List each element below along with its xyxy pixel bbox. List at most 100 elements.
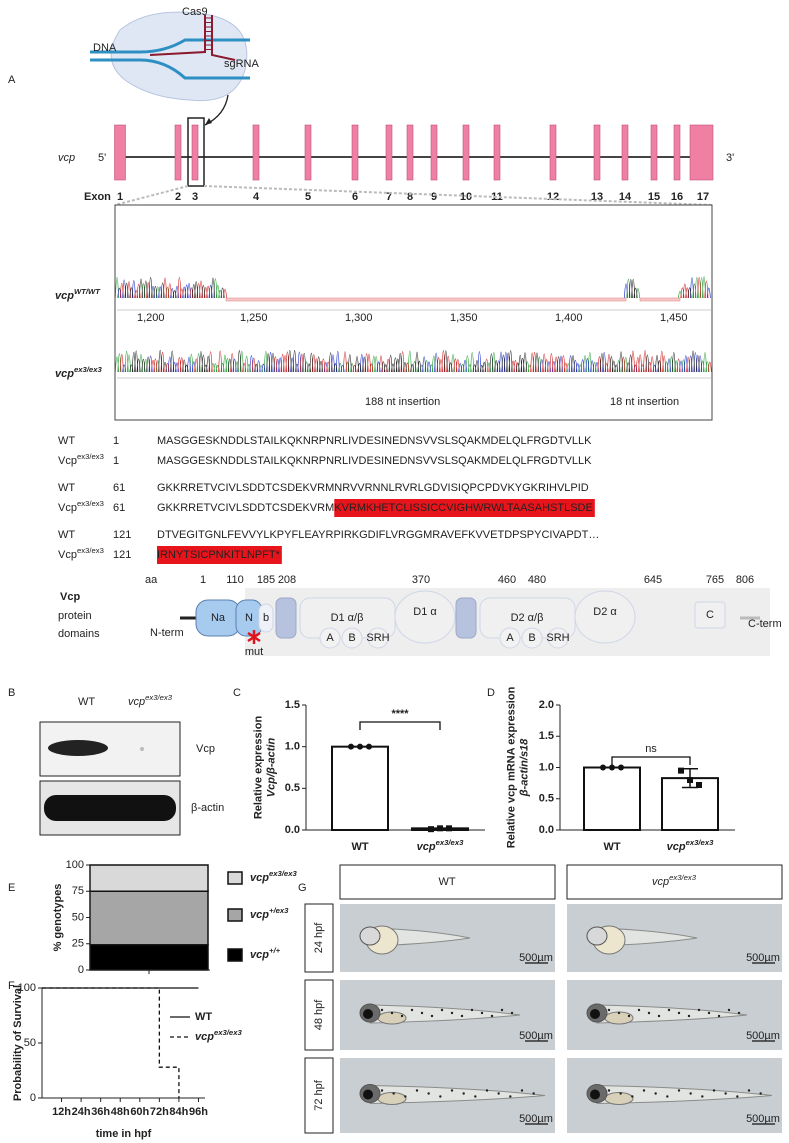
- pigment: [450, 1089, 454, 1092]
- aa-position: 645: [644, 574, 662, 586]
- y-axis-label: Relative expressionVcp/β-actin: [252, 716, 277, 820]
- exon: [430, 124, 438, 181]
- pigment: [642, 1089, 646, 1092]
- genotype-label-sup: WT/WT: [74, 287, 101, 296]
- row-header: [304, 903, 334, 973]
- column-header-label: WT: [438, 876, 455, 888]
- exon: [174, 124, 182, 181]
- y-tick-label: 0.5: [539, 793, 554, 805]
- pigment: [474, 1095, 477, 1098]
- row-label-base: Vcp: [58, 502, 77, 514]
- pigment: [689, 1092, 692, 1095]
- domain-b: [258, 603, 274, 633]
- sequence: GKKRRETVCIVLSDDTCSDEKVRM: [157, 502, 334, 514]
- bracket: [611, 756, 691, 765]
- embryo-tail: [369, 1004, 521, 1024]
- exon-number: 17: [697, 191, 709, 203]
- pigment: [657, 1014, 661, 1018]
- point: [618, 764, 624, 771]
- legend-swatch: [227, 908, 243, 922]
- exon-number: 14: [619, 191, 632, 203]
- aa-position: 110: [226, 574, 244, 586]
- row-start: 61: [113, 502, 125, 514]
- stacked-segment: [89, 944, 209, 971]
- pigment: [677, 1089, 681, 1092]
- exon-number: 4: [253, 191, 260, 203]
- exon-number: 16: [671, 191, 683, 203]
- pigment: [759, 1092, 762, 1095]
- domain-name: SRH: [546, 632, 569, 644]
- row-header: [304, 979, 334, 1051]
- domain-name: b: [263, 612, 269, 624]
- y-axis-label: Probability of Survival: [12, 985, 24, 1101]
- sgrna-label: sgRNA: [224, 58, 260, 70]
- exon: [351, 124, 359, 181]
- y-tick-label: 1.0: [539, 761, 554, 773]
- subdomain: [319, 627, 341, 649]
- legend-label-sup: +/ex3: [269, 906, 289, 915]
- subdomain: [341, 627, 363, 649]
- row-header-label: 24 hpf: [313, 922, 325, 954]
- x-tick-label: 96h: [189, 1106, 208, 1118]
- pigment: [617, 1011, 621, 1015]
- pigment: [400, 1014, 404, 1018]
- legend-label-base: vcp: [195, 1031, 214, 1043]
- highlight: [334, 499, 595, 517]
- bracket: [359, 721, 441, 730]
- domain-name: D1 α: [413, 606, 437, 618]
- exon: [493, 124, 501, 181]
- blot-column: vcpex3/ex3: [128, 693, 173, 708]
- exon-number: 10: [460, 191, 472, 203]
- scale-label: 500µm: [746, 952, 780, 964]
- pigment: [380, 1008, 384, 1012]
- cas9-label: Cas9: [182, 6, 208, 18]
- y-tick-label: 50: [72, 911, 84, 923]
- y-tick-label: 50: [24, 1037, 36, 1049]
- chromatogram-wt: [680, 276, 709, 299]
- legend-label: vcpex3/ex3: [195, 1028, 242, 1043]
- subdomain: [547, 627, 569, 649]
- exon-number: 8: [407, 191, 413, 203]
- embryo-head: [586, 926, 608, 946]
- legend-label: WT: [195, 1011, 212, 1023]
- pigment: [439, 1095, 442, 1098]
- pigment: [420, 1011, 424, 1015]
- aa-position: 1: [200, 574, 206, 586]
- exon: [304, 124, 312, 181]
- chromatogram-wt: [687, 287, 692, 299]
- pigment: [430, 1014, 434, 1018]
- scale-label: 500µm: [519, 952, 553, 964]
- legend-label: vcp+/ex3: [250, 906, 289, 921]
- exon: [673, 124, 681, 181]
- embryo-head: [359, 926, 381, 946]
- domain-name: N: [245, 612, 253, 624]
- domain-name: D1 α/β: [331, 612, 364, 624]
- inserted-sequence: KVRMKHETCLISSICCVIGHWRWLTAASAHSTLSDE: [334, 502, 593, 514]
- insertion-label: 188 nt insertion: [365, 396, 440, 408]
- row-header-label: 48 hpf: [313, 999, 325, 1031]
- y-tick-label: 100: [18, 982, 36, 994]
- blot-column-sup: ex3/ex3: [145, 693, 173, 702]
- pigment: [480, 1011, 484, 1015]
- pigment: [485, 1089, 489, 1092]
- pigment: [460, 1014, 464, 1018]
- x-tick-label: 12h: [52, 1106, 71, 1118]
- legend-label-sup: ex3/ex3: [214, 1028, 243, 1037]
- pigment: [667, 1008, 671, 1012]
- insertion-label: 18 nt insertion: [610, 396, 679, 408]
- dna-top: [90, 38, 250, 54]
- domain-subtitle: domains: [58, 628, 100, 640]
- position-label: 1,200: [137, 312, 165, 324]
- band-label: Vcp: [196, 743, 215, 755]
- row-label-base: WT: [58, 482, 75, 494]
- pigment: [677, 1011, 681, 1015]
- y-tick-label: 2.0: [539, 699, 554, 711]
- row-label-base: Vcp: [58, 549, 77, 561]
- scale-label: 500µm: [746, 1030, 780, 1042]
- genotype-label: vcpex3/ex3: [55, 365, 102, 380]
- band: [44, 795, 176, 821]
- legend-label-base: vcp: [250, 949, 269, 961]
- legend-swatch: [227, 948, 243, 962]
- exon-number: 12: [547, 191, 559, 203]
